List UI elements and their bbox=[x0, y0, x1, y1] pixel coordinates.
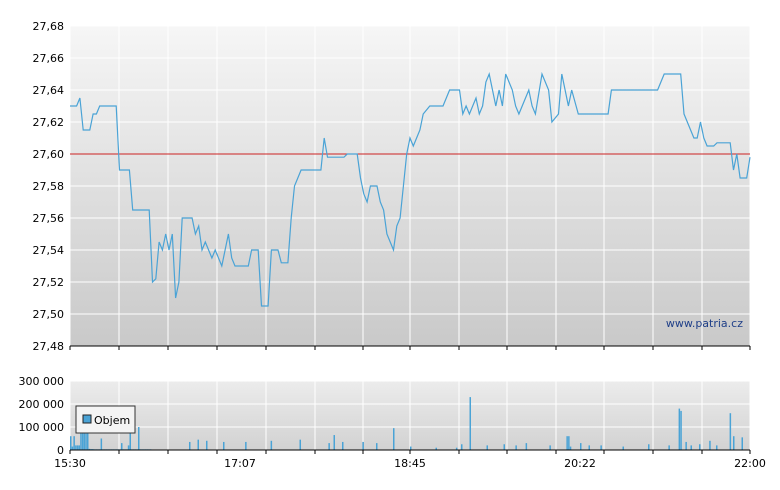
volume-bar bbox=[270, 440, 273, 450]
volume-bar bbox=[138, 427, 140, 450]
volume-bar bbox=[197, 439, 199, 450]
volume-bar bbox=[410, 446, 412, 450]
volume-bar bbox=[70, 436, 72, 450]
volume-bar bbox=[525, 443, 528, 450]
volume-x-tick-marks bbox=[69, 450, 751, 454]
volume-bar bbox=[588, 445, 590, 450]
volume-bar bbox=[76, 445, 79, 450]
price-y-tick-labels: 27,48 27,50 27,52 27,54 27,56 27,58 27,60 27,62… bbox=[33, 20, 65, 353]
volume-bar bbox=[566, 436, 568, 450]
volume-bar bbox=[189, 441, 191, 450]
price-y-tick-label: 27,68 bbox=[33, 20, 65, 33]
volume-bar bbox=[568, 436, 570, 450]
volume-bar bbox=[549, 445, 551, 450]
x-tick-label: 20:22 bbox=[564, 457, 596, 470]
volume-y-tick-label: 300 000 bbox=[19, 375, 65, 388]
volume-bar bbox=[486, 445, 488, 450]
price-x-tick-marks bbox=[69, 346, 751, 350]
volume-vertical-gridlines bbox=[69, 381, 751, 450]
volume-bar bbox=[100, 438, 103, 450]
volume-bar bbox=[71, 446, 74, 450]
volume-bar bbox=[685, 441, 687, 450]
price-line bbox=[70, 71, 751, 307]
legend: Objem bbox=[75, 405, 136, 434]
price-y-tick-label: 27,60 bbox=[33, 148, 65, 161]
price-y-tick-label: 27,54 bbox=[33, 244, 65, 257]
volume-bar bbox=[87, 427, 89, 450]
volume-bar bbox=[376, 443, 378, 450]
volume-y-tick-label: 0 bbox=[57, 444, 64, 457]
volume-bar bbox=[469, 397, 471, 450]
volume-bar bbox=[78, 445, 80, 450]
volume-bar bbox=[569, 446, 572, 450]
volume-bar bbox=[328, 443, 330, 450]
x-tick-labels: 15:30 17:07 18:45 20:22 22:00 bbox=[54, 457, 766, 470]
volume-bar bbox=[206, 440, 208, 450]
x-tick-label: 22:00 bbox=[734, 457, 766, 470]
volume-bar bbox=[668, 445, 670, 450]
volume-bar bbox=[600, 445, 602, 450]
volume-y-tick-label: 200 000 bbox=[19, 398, 65, 411]
volume-bar bbox=[88, 448, 91, 450]
volume-bar bbox=[729, 413, 732, 450]
volume-bar bbox=[648, 444, 650, 450]
volume-bar bbox=[435, 447, 437, 450]
volume-bar bbox=[393, 428, 395, 450]
legend-label: Objem bbox=[94, 414, 130, 427]
volume-bar bbox=[733, 436, 735, 450]
volume-bar bbox=[690, 445, 692, 450]
volume-bar bbox=[680, 410, 682, 450]
volume-bar bbox=[709, 440, 711, 450]
price-y-tick-label: 27,48 bbox=[33, 340, 65, 353]
price-y-tick-label: 27,66 bbox=[33, 52, 65, 65]
price-y-tick-label: 27,58 bbox=[33, 180, 65, 193]
x-tick-label: 17:07 bbox=[224, 457, 256, 470]
volume-bar bbox=[455, 447, 458, 450]
x-tick-label: 15:30 bbox=[54, 457, 86, 470]
volume-bar bbox=[333, 435, 335, 450]
volume-bar bbox=[362, 441, 364, 450]
volume-bar bbox=[223, 441, 225, 450]
price-y-tick-label: 27,64 bbox=[33, 84, 65, 97]
price-panel: 27,48 27,50 27,52 27,54 27,56 27,58 27,60 27,62… bbox=[33, 20, 751, 353]
volume-bar bbox=[342, 441, 344, 450]
volume-bar bbox=[503, 444, 505, 450]
legend-swatch bbox=[82, 414, 92, 424]
volume-bar bbox=[741, 437, 743, 450]
volume-bar bbox=[461, 444, 463, 450]
price-y-tick-label: 27,52 bbox=[33, 276, 65, 289]
volume-bar bbox=[716, 445, 718, 450]
volume-bar bbox=[699, 444, 701, 450]
volume-bar bbox=[85, 427, 87, 450]
x-tick-label: 18:45 bbox=[394, 457, 426, 470]
volume-bar bbox=[299, 439, 301, 450]
price-y-tick-label: 27,62 bbox=[33, 116, 65, 129]
watermark: www.patria.cz bbox=[666, 317, 743, 330]
price-y-tick-label: 27,56 bbox=[33, 212, 65, 225]
volume-y-tick-label: 100 000 bbox=[19, 421, 65, 434]
volume-bar bbox=[580, 443, 582, 450]
volume-panel: 0 100 000 200 000 300 000 15:30 17:07 18:45 20… bbox=[19, 375, 766, 470]
volume-bar bbox=[678, 408, 681, 450]
volume-bar bbox=[75, 445, 77, 450]
volume-y-tick-labels: 0 100 000 200 000 300 000 bbox=[19, 375, 65, 457]
volume-bar bbox=[129, 427, 131, 450]
volume-bar bbox=[127, 445, 130, 450]
volume-bar bbox=[121, 443, 123, 450]
volume-bar bbox=[515, 445, 517, 450]
volume-bar bbox=[622, 446, 624, 450]
volume-bar bbox=[73, 436, 75, 450]
price-y-tick-label: 27,50 bbox=[33, 308, 65, 321]
volume-bar bbox=[245, 441, 247, 450]
